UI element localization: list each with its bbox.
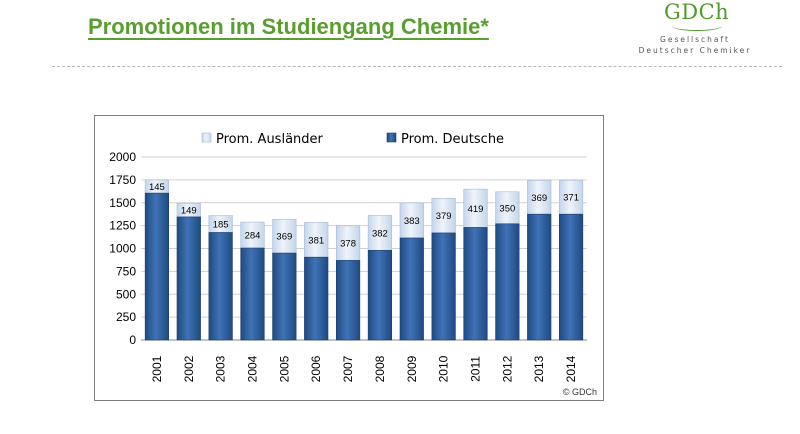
logo-arc	[672, 21, 722, 31]
bar-deutsche	[176, 216, 201, 341]
y-tick-label: 1750	[109, 173, 136, 187]
bar-deutsche	[463, 227, 488, 341]
bar-deutsche	[240, 247, 265, 341]
logo-mark: GDCh	[664, 0, 730, 24]
x-tick-label: 2009	[405, 355, 419, 382]
bar-deutsche	[208, 232, 233, 341]
data-label: 284	[245, 231, 261, 242]
bar-deutsche	[367, 250, 393, 341]
logo-line-2: Deutscher Chemiker	[638, 46, 752, 55]
x-tick-label: 2001	[150, 355, 164, 382]
y-tick-label: 1250	[109, 219, 136, 233]
legend-swatch	[201, 132, 212, 143]
bar-deutsche	[495, 223, 520, 341]
data-label: 350	[499, 203, 515, 214]
x-tick-label: 2008	[373, 355, 387, 382]
x-tick-label: 2014	[564, 355, 578, 382]
data-label: 419	[468, 204, 484, 215]
legend-label: Prom. Deutsche	[401, 132, 504, 147]
x-tick-label: 2010	[437, 355, 451, 382]
data-label: 185	[213, 220, 229, 231]
y-tick-label: 1000	[109, 242, 136, 256]
data-label: 382	[372, 228, 388, 239]
y-tick-label: 1500	[109, 196, 136, 210]
x-tick-label: 2002	[182, 355, 196, 382]
data-label: 381	[308, 235, 324, 246]
data-label: 371	[563, 193, 579, 204]
x-tick-label: 2004	[246, 355, 260, 382]
slide-title: Promotionen im Studiengang Chemie*	[88, 14, 489, 39]
bar-deutsche	[272, 252, 297, 341]
data-label: 149	[181, 206, 197, 217]
bar-deutsche	[399, 237, 424, 341]
data-label: 145	[149, 182, 165, 193]
x-tick-label: 2013	[532, 355, 546, 382]
bar-deutsche	[527, 213, 552, 341]
x-tick-label: 2011	[469, 356, 483, 382]
y-tick-label: 750	[116, 264, 136, 278]
bar-deutsche	[558, 213, 584, 341]
legend-label: Prom. Ausländer	[216, 132, 324, 147]
data-label: 369	[531, 193, 547, 204]
bar-deutsche	[335, 260, 361, 341]
logo-line-1: Gesellschaft	[660, 35, 730, 44]
y-tick-label: 500	[116, 287, 136, 301]
data-label: 369	[276, 232, 292, 243]
x-tick-label: 2003	[214, 355, 228, 382]
chart-copyright: © GDCh	[562, 387, 597, 397]
x-tick-label: 2007	[341, 355, 355, 382]
x-tick-label: 2005	[277, 355, 291, 382]
header-divider	[52, 66, 782, 67]
gdch-logo: GDCh Gesellschaft Deutscher Chemiker	[630, 0, 760, 60]
data-label: 383	[404, 216, 420, 227]
data-label: 379	[436, 211, 452, 222]
y-tick-label: 2000	[109, 150, 136, 164]
data-label: 378	[340, 239, 356, 250]
x-tick-label: 2012	[500, 355, 514, 382]
stacked-bar-chart: 0 250 500 750 1000 1250 1500 1750 2000 145 2001 149…	[109, 132, 587, 382]
bar-deutsche	[304, 256, 329, 341]
bar-deutsche	[144, 192, 170, 341]
chart-frame: 0 250 500 750 1000 1250 1500 1750 2000 145 2001 149…	[94, 115, 604, 401]
y-tick-label: 0	[129, 333, 136, 347]
bar-deutsche	[431, 232, 456, 341]
y-tick-label: 250	[116, 310, 136, 324]
legend-swatch	[386, 132, 397, 143]
x-tick-label: 2006	[309, 355, 323, 382]
